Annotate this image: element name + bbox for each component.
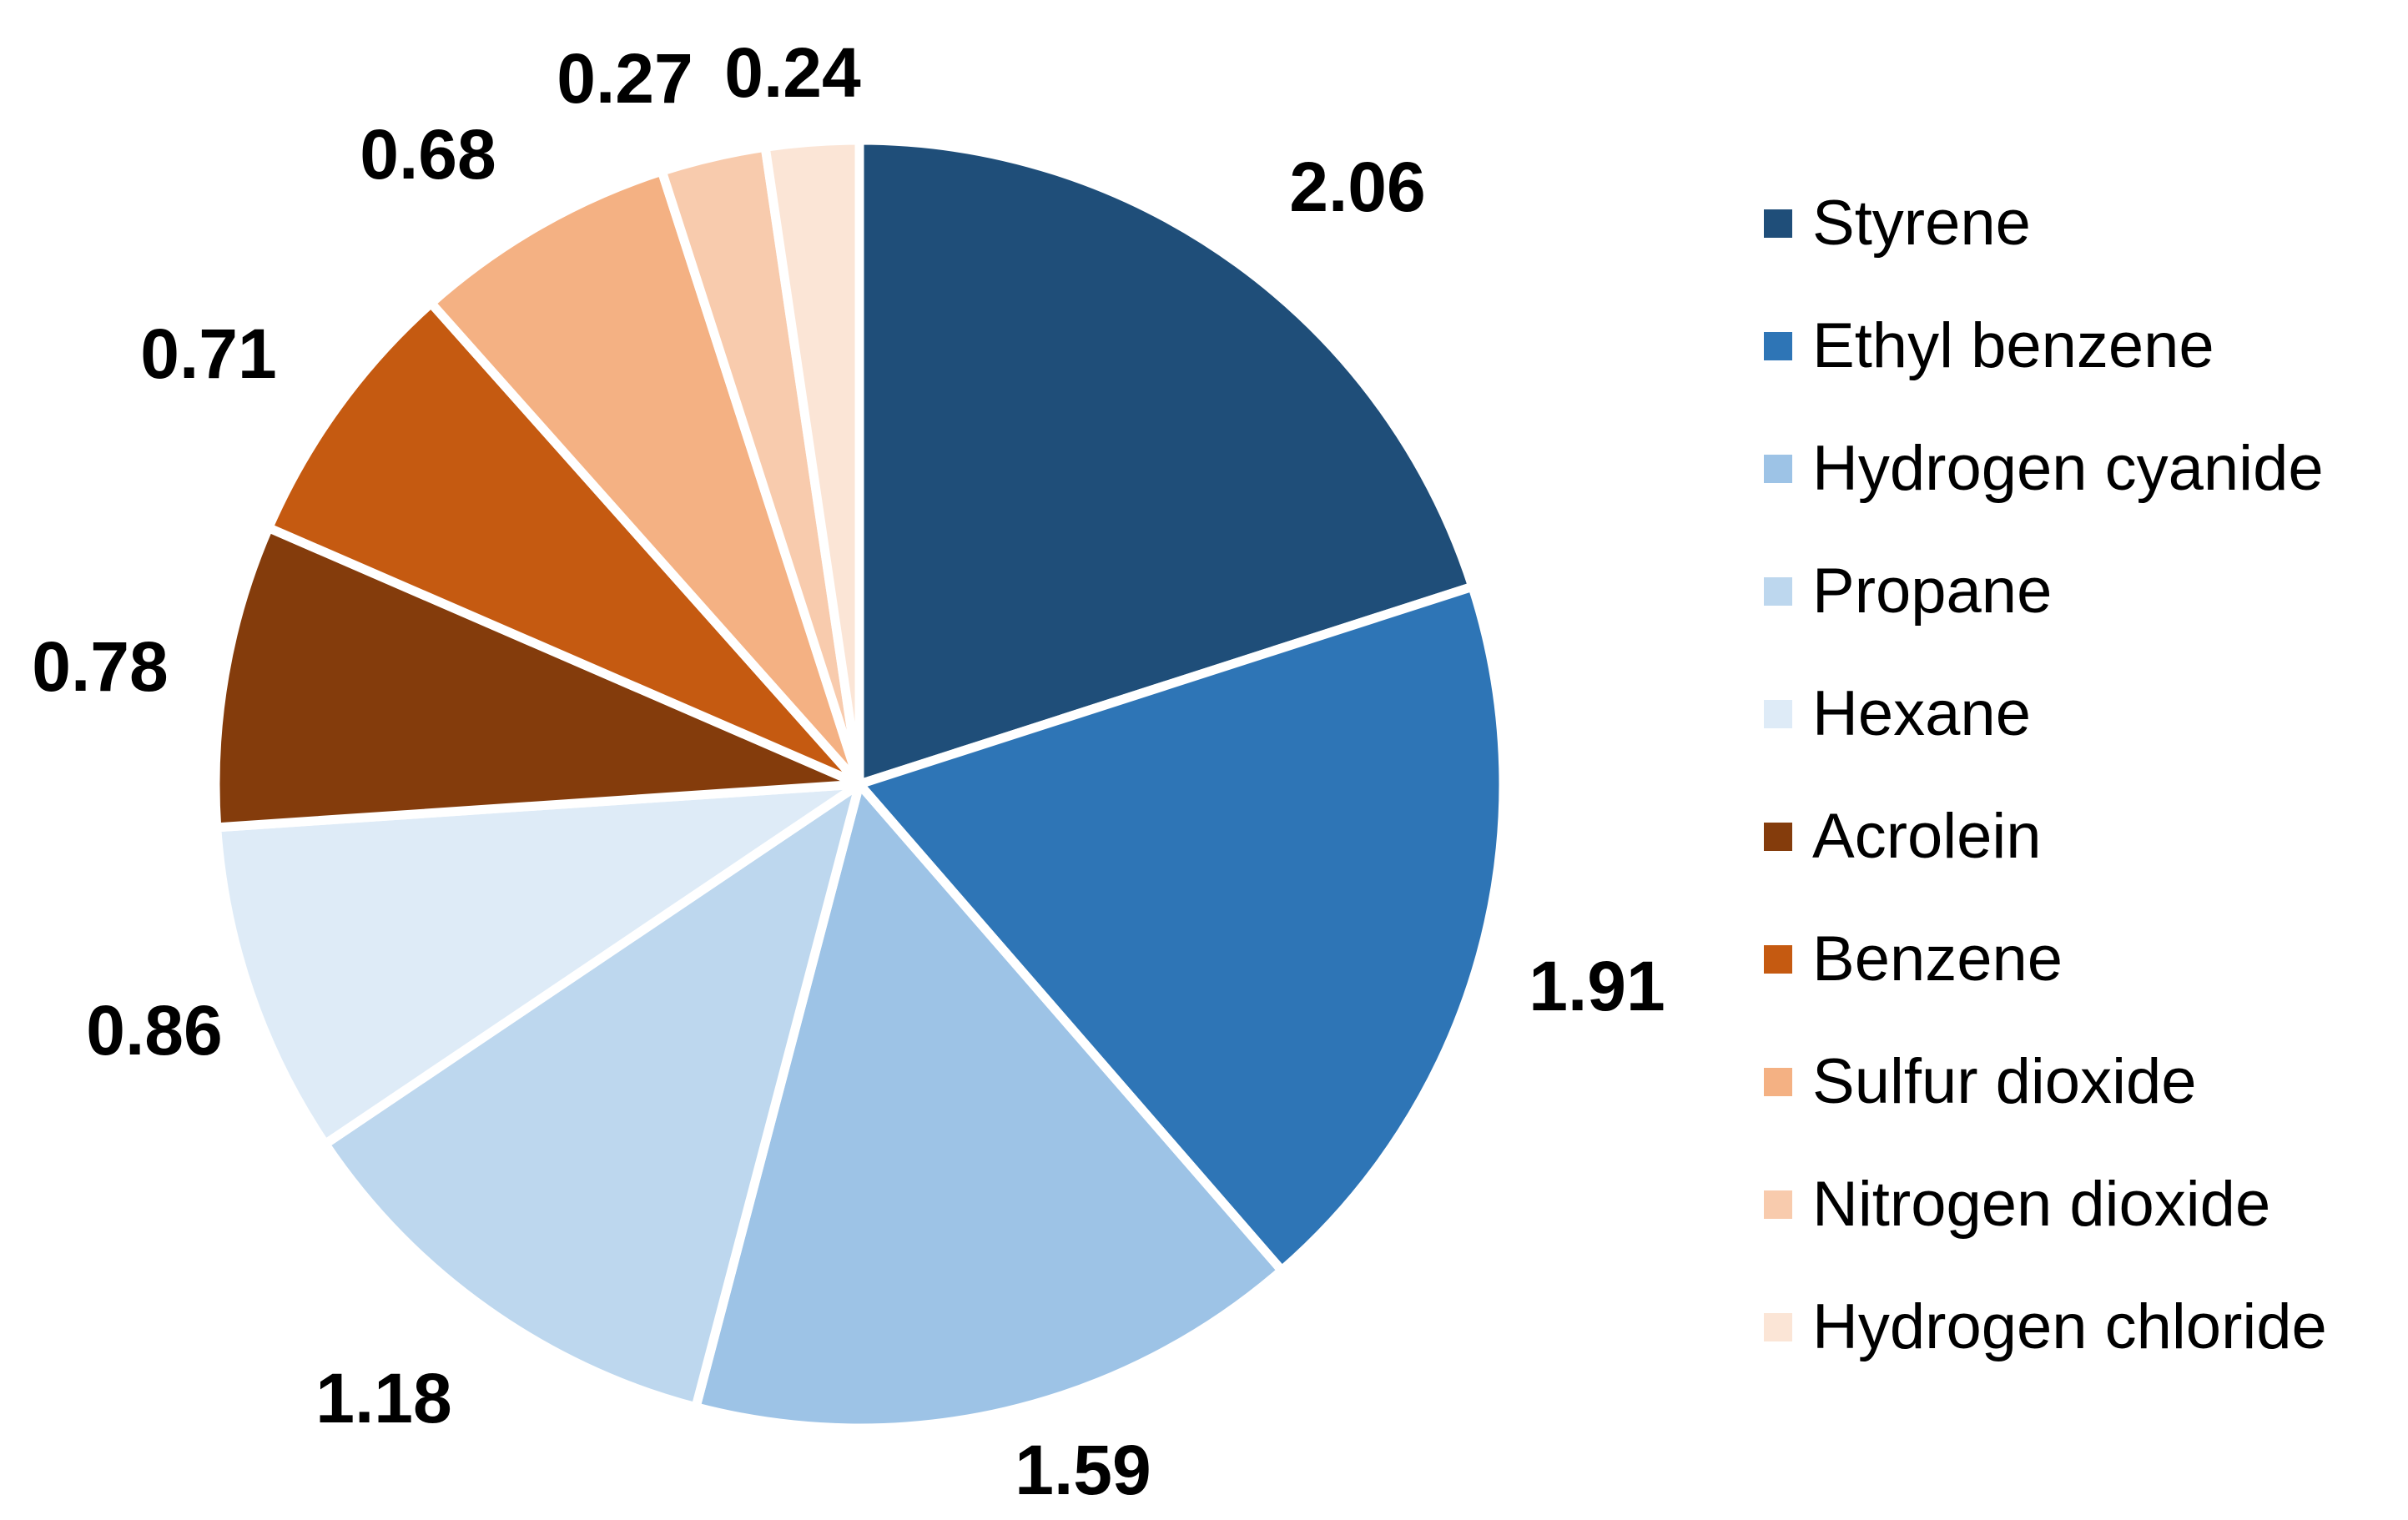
legend-item-sulfur-dioxide: Sulfur dioxide — [1764, 1040, 2197, 1124]
data-label-nitrogen-dioxide: 0.27 — [557, 39, 693, 118]
legend-swatch-sulfur-dioxide — [1764, 1068, 1792, 1096]
legend-swatch-acrolein — [1764, 823, 1792, 851]
data-label-propane: 1.18 — [315, 1359, 452, 1437]
legend-label-nitrogen-dioxide: Nitrogen dioxide — [1812, 1169, 2271, 1240]
legend-item-nitrogen-dioxide: Nitrogen dioxide — [1764, 1163, 2270, 1246]
pie-slice-benzene — [264, 298, 864, 789]
legend-swatch-nitrogen-dioxide — [1764, 1190, 1792, 1219]
data-label-hydrogen-chloride: 0.24 — [724, 33, 861, 112]
legend: Styrene Ethyl benzene Hydrogen cyanide Prop… — [1764, 0, 2408, 1520]
data-label-hydrogen-cyanide: 1.59 — [1015, 1431, 1151, 1509]
legend-item-benzene: Benzene — [1764, 918, 2063, 1001]
legend-item-hexane: Hexane — [1764, 672, 2031, 756]
pie-slice-sulfur-dioxide — [426, 166, 864, 789]
legend-swatch-ethyl-benzene — [1764, 332, 1792, 360]
legend-swatch-benzene — [1764, 945, 1792, 974]
data-label-sulfur-dioxide: 0.68 — [360, 115, 496, 194]
legend-item-hydrogen-cyanide: Hydrogen cyanide — [1764, 427, 2324, 511]
pie-slice-hydrogen-cyanide — [691, 779, 1287, 1433]
legend-label-propane: Propane — [1812, 556, 2053, 627]
legend-label-benzene: Benzene — [1812, 924, 2063, 994]
data-label-acrolein: 0.78 — [32, 627, 169, 706]
legend-label-styrene: Styrene — [1812, 188, 2031, 259]
legend-label-acrolein: Acrolein — [1812, 801, 2042, 872]
legend-item-ethyl-benzene: Ethyl benzene — [1764, 305, 2214, 388]
data-label-styrene: 2.06 — [1289, 148, 1426, 226]
legend-item-acrolein: Acrolein — [1764, 795, 2042, 878]
data-label-ethyl-benzene: 1.91 — [1529, 947, 1665, 1025]
data-label-hexane: 0.86 — [86, 991, 223, 1070]
legend-swatch-styrene — [1764, 209, 1792, 238]
legend-label-hexane: Hexane — [1812, 678, 2031, 749]
pie-slice-ethyl-benzene — [854, 581, 1509, 1276]
pie-slice-acrolein — [210, 523, 864, 833]
pie-slice-propane — [320, 779, 864, 1412]
pie-slice-hexane — [212, 779, 864, 1149]
legend-label-hydrogen-chloride: Hydrogen chloride — [1812, 1291, 2327, 1362]
legend-item-hydrogen-chloride: Hydrogen chloride — [1764, 1286, 2327, 1369]
pie-slice-hydrogen-chloride — [760, 135, 864, 789]
legend-swatch-hexane — [1764, 700, 1792, 728]
legend-label-ethyl-benzene: Ethyl benzene — [1812, 310, 2214, 381]
data-label-benzene: 0.71 — [140, 315, 277, 393]
legend-item-styrene: Styrene — [1764, 182, 2031, 265]
legend-swatch-hydrogen-chloride — [1764, 1313, 1792, 1341]
legend-swatch-hydrogen-cyanide — [1764, 455, 1792, 483]
legend-swatch-propane — [1764, 577, 1792, 606]
legend-item-propane: Propane — [1764, 550, 2052, 633]
pie-slice-styrene — [854, 135, 1478, 789]
legend-label-sulfur-dioxide: Sulfur dioxide — [1812, 1046, 2197, 1117]
legend-label-hydrogen-cyanide: Hydrogen cyanide — [1812, 433, 2324, 504]
